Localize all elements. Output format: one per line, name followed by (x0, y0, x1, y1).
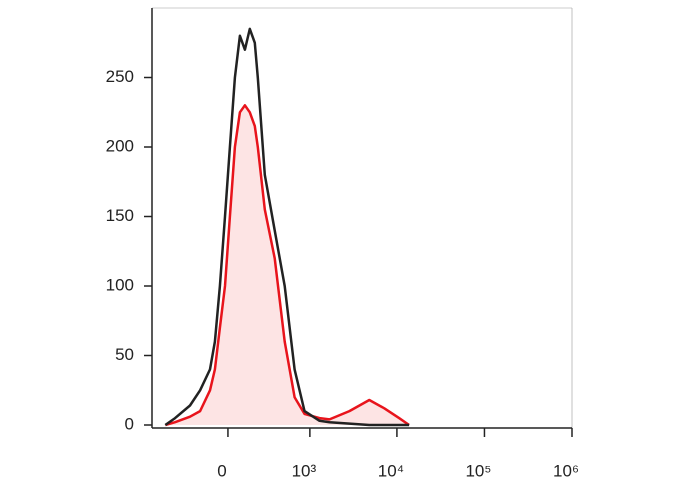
series-line (164, 27, 410, 427)
x-tick-label: 10⁴ (378, 461, 404, 480)
y-tick-label: 50 (115, 345, 134, 364)
series-line (164, 104, 410, 427)
y-tick-label: 0 (125, 414, 134, 433)
y-tick-label: 100 (106, 275, 134, 294)
x-tick-label: 10⁶ (553, 461, 579, 480)
y-tick-label: 250 (106, 67, 134, 86)
x-tick-label: 10³ (292, 461, 317, 480)
x-tick-label: 10⁵ (465, 461, 491, 480)
x-tick-label: 0 (217, 461, 226, 480)
y-tick-label: 150 (106, 206, 134, 225)
series-area (165, 105, 410, 426)
y-tick-label: 200 (106, 136, 134, 155)
